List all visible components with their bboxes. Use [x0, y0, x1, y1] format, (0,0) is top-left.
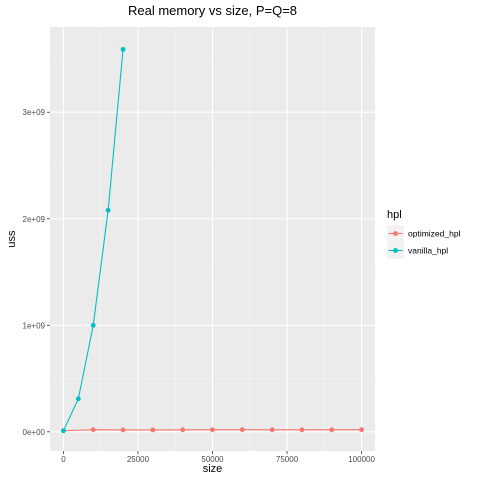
- data-point-optimized_hpl: [329, 427, 335, 433]
- y-tick-label: 3e+09: [23, 108, 46, 117]
- legend-key-point: [393, 248, 398, 253]
- data-point-vanilla_hpl: [120, 46, 126, 52]
- data-point-vanilla_hpl: [90, 322, 96, 328]
- x-tick-label: 0: [61, 455, 66, 464]
- data-point-optimized_hpl: [359, 427, 364, 433]
- data-point-vanilla_hpl: [61, 428, 66, 434]
- legend-title: hpl: [387, 209, 402, 221]
- series-layer: [61, 46, 364, 434]
- y-axis-label: uss: [6, 230, 18, 248]
- data-point-optimized_hpl: [299, 427, 305, 433]
- y-tick-label: 2e+09: [23, 215, 46, 224]
- x-tick-label: 75000: [276, 455, 299, 464]
- data-point-optimized_hpl: [180, 427, 186, 433]
- data-point-optimized_hpl: [269, 427, 275, 433]
- data-point-vanilla_hpl: [105, 207, 111, 213]
- data-point-vanilla_hpl: [75, 396, 81, 402]
- y-tick-label: 0e+00: [23, 428, 46, 437]
- x-tick-label: 50000: [201, 455, 224, 464]
- chart-title: Real memory vs size, P=Q=8: [128, 3, 297, 18]
- x-tick-label: 25000: [127, 455, 150, 464]
- y-tick-label: 1e+09: [23, 321, 46, 330]
- legend: hpl optimized_hpl vanilla_hpl: [387, 209, 461, 259]
- data-point-optimized_hpl: [120, 427, 126, 433]
- data-point-optimized_hpl: [239, 427, 245, 433]
- data-point-optimized_hpl: [210, 427, 215, 433]
- data-point-optimized_hpl: [150, 427, 156, 433]
- x-axis-label: size: [203, 463, 223, 475]
- legend-label-optimized_hpl: optimized_hpl: [408, 229, 461, 239]
- legend-label-vanilla_hpl: vanilla_hpl: [408, 246, 448, 256]
- y-axis: 0e+00 1e+09 2e+09 3e+09: [23, 108, 50, 437]
- x-tick-label: 100000: [348, 455, 375, 464]
- legend-key-point: [393, 231, 398, 236]
- data-point-optimized_hpl: [90, 427, 96, 433]
- x-axis: 0 25000 50000 75000 100000: [61, 451, 375, 464]
